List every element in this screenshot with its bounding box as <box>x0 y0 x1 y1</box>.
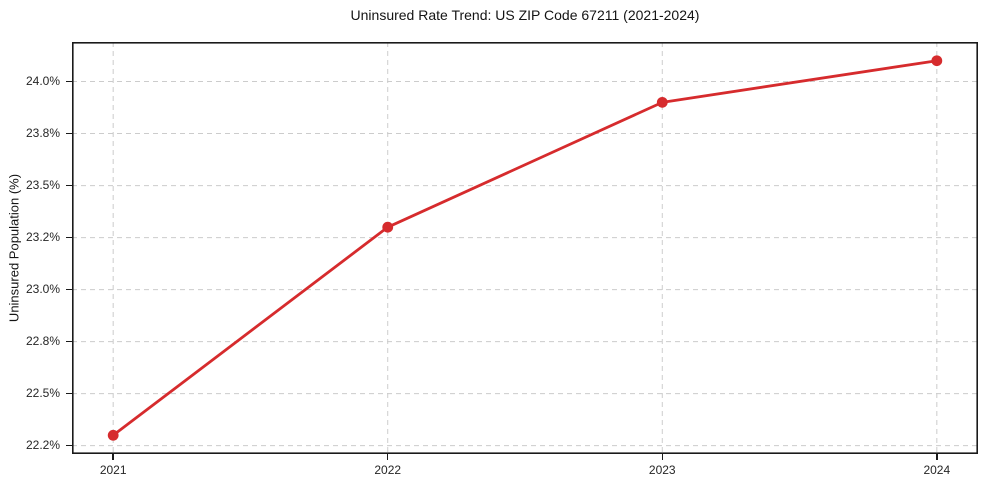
y-tick-label: 23.5% <box>25 178 60 193</box>
y-axis-label: Uninsured Population (%) <box>6 173 22 323</box>
x-tick-label: 2022 <box>374 463 402 477</box>
x-tick-mark <box>661 454 663 460</box>
x-tick-label: 2021 <box>99 463 127 477</box>
x-tick-mark <box>936 454 938 460</box>
y-tick-mark <box>66 392 72 395</box>
y-tick-mark <box>66 184 72 187</box>
y-tick-label: 23.2% <box>25 230 60 245</box>
y-tick-mark <box>66 444 72 447</box>
x-tick-label: 2024 <box>923 463 951 477</box>
x-tick-mark <box>387 454 389 460</box>
y-tick-label: 22.5% <box>25 386 60 401</box>
chart-title: Uninsured Rate Trend: US ZIP Code 67211 … <box>350 7 700 23</box>
x-tick-mark <box>112 454 114 460</box>
y-tick-mark <box>66 236 72 239</box>
y-tick-mark <box>66 132 72 135</box>
y-tick-label: 22.8% <box>25 334 60 349</box>
data-point <box>107 429 119 441</box>
data-point <box>656 96 668 108</box>
y-tick-mark <box>66 340 72 343</box>
y-tick-label: 23.8% <box>25 126 60 141</box>
data-point <box>931 55 943 67</box>
plot-area <box>72 42 978 454</box>
y-tick-label: 23.0% <box>25 282 60 297</box>
x-tick-label: 2023 <box>648 463 676 477</box>
y-tick-mark <box>66 288 72 291</box>
y-tick-mark <box>66 80 72 83</box>
trend-line <box>111 59 939 437</box>
y-tick-label: 22.2% <box>25 438 60 453</box>
plot-border <box>72 42 978 454</box>
data-point <box>382 221 394 233</box>
y-tick-label: 24.0% <box>25 74 60 89</box>
